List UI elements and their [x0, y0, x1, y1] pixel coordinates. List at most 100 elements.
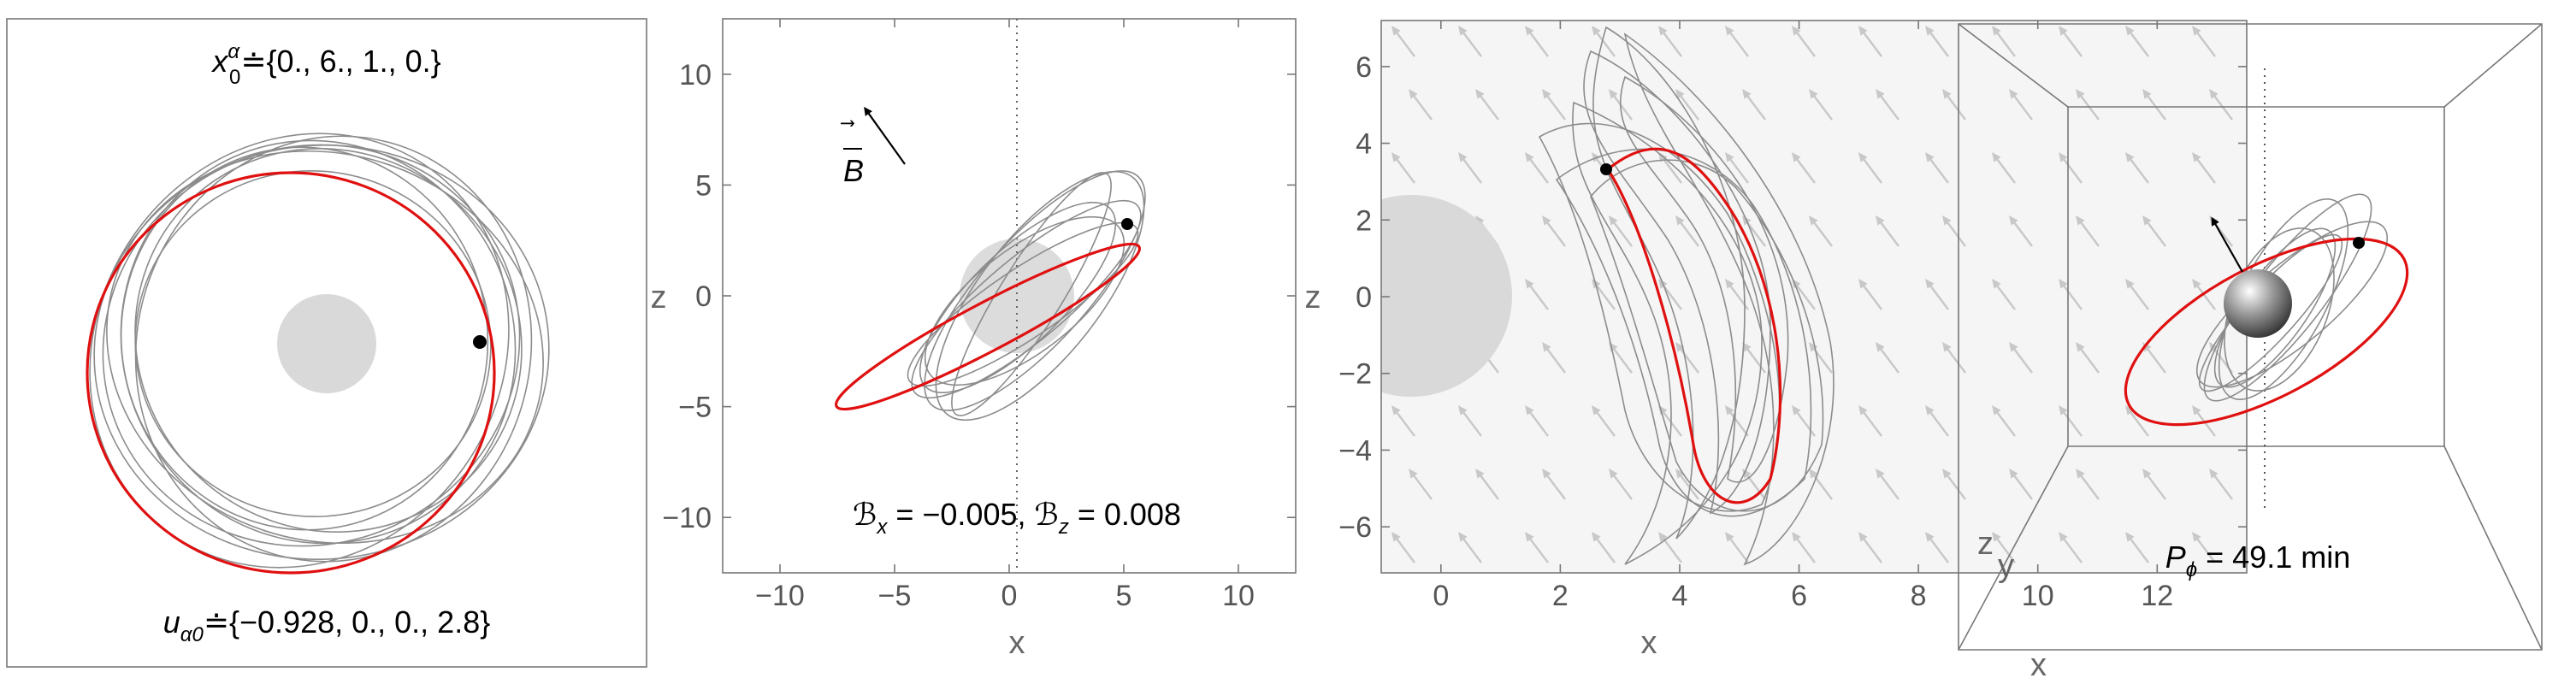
- field-arrow: [1675, 469, 1699, 500]
- panel-3-orbit-loops: [1538, 26, 1835, 566]
- field-arrow: [1809, 89, 1833, 121]
- field-arrow: [2192, 532, 2216, 563]
- field-arrow: [1992, 279, 2016, 310]
- field-arrow: [2076, 89, 2100, 121]
- highlighted-orbit: [2124, 237, 2409, 427]
- y-tick-label: 10: [679, 59, 712, 91]
- orbit-loop: [1590, 159, 1824, 512]
- y-tick-label: 5: [695, 169, 712, 202]
- field-arrow: [1675, 89, 1699, 121]
- field-arrow: [1858, 279, 1882, 310]
- x-tick-label: 10: [2022, 580, 2054, 612]
- highlighted-orbit: [86, 171, 496, 575]
- field-arrow: [1809, 342, 1833, 374]
- x-tick-label: 6: [1791, 580, 1807, 612]
- y-tick-label: −4: [1338, 434, 1372, 467]
- x-tick-label: 12: [2141, 580, 2173, 612]
- orbit-loop: [1620, 75, 1789, 483]
- field-arrow: [2059, 152, 2083, 184]
- field-arrow: [2209, 469, 2233, 500]
- magnetic-field-direction-arrow: [2211, 216, 2243, 273]
- x-tick-label: 2: [1552, 580, 1569, 612]
- field-arrow: [1658, 25, 1682, 57]
- panel-3-ylabel: z: [1305, 280, 1321, 315]
- field-arrow: [1525, 152, 1549, 184]
- orbit-loop: [907, 221, 1139, 387]
- field-arrow: [1592, 532, 1616, 563]
- black-hole-disk: [277, 294, 376, 393]
- field-arrow: [1742, 342, 1766, 374]
- field-arrow: [1542, 215, 1566, 247]
- field-arrow: [1391, 532, 1415, 563]
- field-arrow: [2192, 25, 2216, 57]
- orbit-loop: [106, 150, 544, 545]
- field-arrow: [1942, 469, 1966, 500]
- x-tick-label: 4: [1672, 580, 1688, 612]
- panel-1-frame: [6, 18, 647, 668]
- y-tick-label: −6: [1338, 511, 1372, 544]
- period-label: Pϕ = 49.1 min: [2165, 540, 2350, 581]
- black-hole-sphere: [2224, 269, 2292, 338]
- field-arrow: [2076, 342, 2100, 374]
- field-arrow: [1409, 89, 1433, 121]
- field-arrow: [1542, 89, 1566, 121]
- field-arrow: [1592, 405, 1616, 437]
- field-arrow: [1809, 215, 1833, 247]
- y-tick-label: −10: [662, 502, 712, 534]
- field-arrow: [1992, 152, 2016, 184]
- field-arrow: [1458, 25, 1482, 57]
- black-hole-disk: [960, 239, 1074, 353]
- field-arrow: [2009, 215, 2033, 247]
- field-arrow: [1592, 25, 1616, 57]
- x-tick-label: 5: [1116, 580, 1132, 612]
- panel-1-orbit-top-view: xα 0≐{0., 6., 1., 0.} uα0≐{−0.928, 0., 0.…: [6, 18, 647, 668]
- initial-position-label: xα 0≐{0., 6., 1., 0.}: [210, 40, 440, 89]
- y-tick-label: 6: [1356, 51, 1372, 84]
- y-tick-label: −2: [1338, 358, 1372, 391]
- field-arrow: [2009, 469, 2033, 500]
- b-vector-arrow-accent: ⃗: [841, 120, 855, 127]
- field-arrow: [1609, 89, 1633, 121]
- field-arrow: [1876, 469, 1900, 500]
- field-arrow: [1858, 25, 1882, 57]
- field-arrow: [1792, 532, 1816, 563]
- magnetic-field-direction-arrow: [864, 106, 906, 165]
- field-arrow: [1525, 279, 1549, 310]
- position-marker: [1121, 218, 1133, 230]
- position-marker: [473, 335, 487, 349]
- orbit-loop: [951, 172, 1112, 416]
- field-arrow: [1876, 215, 1900, 247]
- field-arrow: [2142, 469, 2166, 500]
- y-tick-label: 2: [1356, 204, 1372, 237]
- field-arrow: [1925, 405, 1949, 437]
- field-arrow: [1525, 532, 1549, 563]
- field-arrow: [1725, 25, 1749, 57]
- field-arrow: [1792, 152, 1816, 184]
- orbit-loop: [1592, 26, 1746, 540]
- orbit-loop: [1623, 32, 1835, 566]
- field-arrow: [1925, 279, 1949, 310]
- field-arrow: [1458, 152, 1482, 184]
- panel-2-ylabel: z: [651, 280, 667, 315]
- field-arrow: [1858, 405, 1882, 437]
- orbit-loop: [93, 144, 550, 560]
- field-arrow: [1742, 89, 1766, 121]
- field-arrow: [1992, 405, 2016, 437]
- field-arrow: [1475, 469, 1499, 500]
- field-arrow: [1391, 405, 1415, 437]
- field-arrow: [1809, 469, 1833, 500]
- x-tick-label: 8: [1911, 580, 1927, 612]
- field-arrow: [1725, 532, 1749, 563]
- field-arrow: [1542, 342, 1566, 374]
- field-arrow: [2125, 25, 2149, 57]
- field-arrow: [2009, 89, 2033, 121]
- orbit-loop: [1555, 148, 1812, 517]
- field-arrow: [1792, 25, 1816, 57]
- field-arrow: [1675, 342, 1699, 374]
- field-arrow: [1475, 89, 1499, 121]
- field-arrow: [1792, 405, 1816, 437]
- field-arrow: [1742, 469, 1766, 500]
- field-arrow: [1858, 152, 1882, 184]
- field-arrow: [2059, 279, 2083, 310]
